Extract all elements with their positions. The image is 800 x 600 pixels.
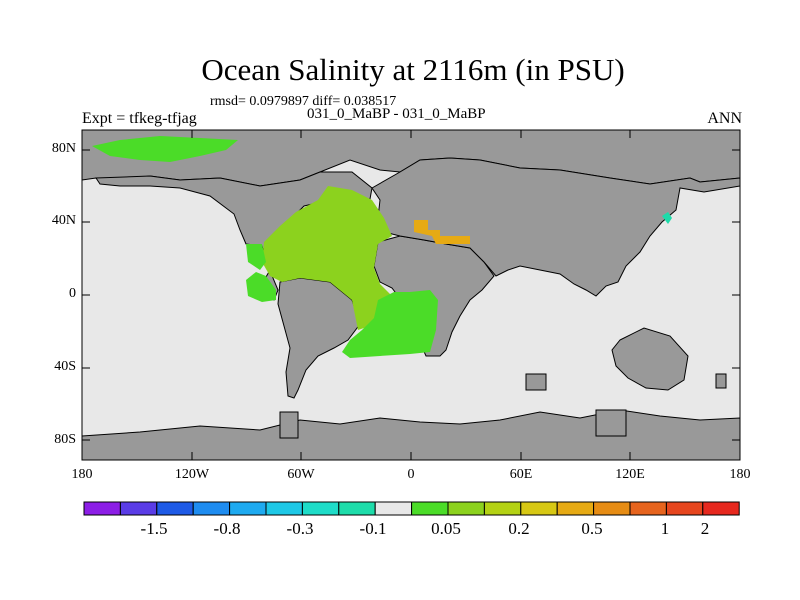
lon-label: 60E: [509, 467, 533, 482]
season-label: ANN: [707, 110, 742, 127]
stats-subtitle: rmsd= 0.0979897 diff= 0.038517: [210, 94, 397, 109]
colorbar-swatch: [702, 501, 740, 516]
colorbar-swatch: [593, 501, 631, 516]
colorbar-label: -0.1: [359, 519, 387, 538]
lon-label: 60W: [287, 467, 315, 482]
colorbar-swatch: [411, 501, 449, 516]
pacific-green-patch: [246, 272, 276, 302]
colorbar-swatch: [265, 501, 303, 516]
colorbar-label: 2: [700, 519, 710, 538]
land-antarctica: [82, 409, 740, 460]
arctic-green-patch: [92, 136, 238, 162]
experiment-label: Expt = tfkeg-tfjag: [82, 110, 197, 127]
lon-label: 0: [407, 467, 415, 482]
colorbar-label: -0.3: [286, 519, 314, 538]
colorbar-swatch: [374, 501, 413, 516]
map-title: Ocean Salinity at 2116m (in PSU): [201, 52, 625, 87]
mediterranean-anomaly-patch: [414, 220, 470, 244]
land-south-america: [277, 277, 361, 399]
colorbar-swatch: [192, 501, 231, 516]
colorbar-swatch: [301, 501, 340, 516]
colorbar-swatch: [156, 501, 194, 516]
lat-label: 80S: [54, 432, 76, 447]
colorbar-label: -1.5: [140, 519, 168, 538]
south-atlantic-anomaly-patch: [342, 290, 438, 358]
pacific-green-patch-north: [246, 244, 266, 270]
land-island: [595, 409, 627, 437]
colorbar-swatch: [556, 501, 595, 516]
colorbar-swatch: [665, 501, 704, 516]
colorbar-swatch: [338, 501, 376, 516]
colorbar-swatch: [483, 501, 522, 516]
colorbar-swatch: [229, 501, 267, 516]
lon-label: 180: [729, 467, 751, 482]
land-eurasia: [371, 157, 740, 297]
colorbar-label: 0.05: [431, 519, 461, 538]
colorbar: [83, 501, 740, 516]
northwest-pacific-patch: [662, 212, 672, 224]
colorbar-swatch: [119, 501, 158, 516]
land-island: [715, 373, 727, 389]
lon-label: 180: [71, 467, 93, 482]
lat-ticks: [82, 149, 740, 441]
colorbar-swatch: [629, 501, 667, 516]
case-label: 031_0_MaBP - 031_0_MaBP: [307, 106, 486, 122]
lon-label: 120W: [174, 467, 210, 482]
lon-ticks: [81, 130, 741, 460]
lat-label: 40N: [51, 213, 76, 228]
colorbar-label: 1: [660, 519, 670, 538]
colorbar-swatch: [447, 501, 485, 516]
colorbar-swatch: [83, 501, 121, 516]
atlantic-anomaly-patch: [262, 186, 392, 330]
colorbar-swatch: [520, 501, 558, 516]
lat-label: 40S: [54, 359, 76, 374]
lon-label: 120E: [615, 467, 645, 482]
colorbar-label: 0.5: [581, 519, 603, 538]
land-australia: [611, 327, 689, 391]
lat-label: 80N: [51, 141, 76, 156]
land-island: [525, 373, 547, 391]
colorbar-label: -0.8: [213, 519, 241, 538]
colorbar-label: 0.2: [508, 519, 530, 538]
lat-label: 0: [69, 286, 76, 301]
land-island: [279, 411, 299, 439]
